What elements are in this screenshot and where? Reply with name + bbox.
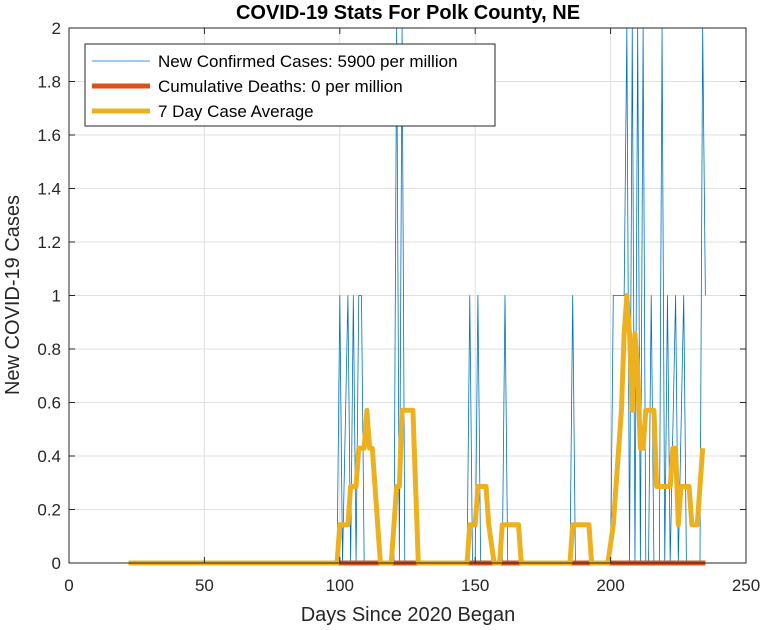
y-tick-label: 2 bbox=[52, 19, 61, 38]
legend: New Confirmed Cases: 5900 per million Cum… bbox=[84, 43, 496, 127]
legend-entry-3: 7 Day Case Average bbox=[158, 102, 314, 121]
x-axis-label: Days Since 2020 Began bbox=[301, 604, 516, 626]
x-tick-label: 250 bbox=[732, 576, 760, 595]
y-tick-label: 1.8 bbox=[37, 73, 61, 92]
chart-title: COVID-19 Stats For Polk County, NE bbox=[236, 2, 580, 24]
series-line-3 bbox=[128, 293, 706, 566]
x-tick-label: 50 bbox=[195, 576, 214, 595]
y-axis-label: New COVID-19 Cases bbox=[2, 195, 24, 395]
x-tick-label: 0 bbox=[64, 576, 73, 595]
y-tick-label: 1 bbox=[52, 287, 61, 306]
y-axis: 0 0.2 0.4 0.6 0.8 1 1.2 1.4 1.6 1.8 2 bbox=[37, 19, 746, 573]
y-tick-label: 1.2 bbox=[37, 233, 61, 252]
x-tick-label: 150 bbox=[461, 576, 489, 595]
x-axis: 0 50 100 150 200 250 bbox=[64, 28, 760, 595]
x-tick-label: 100 bbox=[326, 576, 354, 595]
y-tick-label: 1.4 bbox=[37, 180, 61, 199]
series-line-1 bbox=[128, 27, 706, 564]
y-tick-label: 0.2 bbox=[37, 501, 61, 520]
legend-entry-2: Cumulative Deaths: 0 per million bbox=[158, 77, 403, 96]
y-tick-label: 0.6 bbox=[37, 394, 61, 413]
x-tick-label: 200 bbox=[596, 576, 624, 595]
y-tick-label: 0.4 bbox=[37, 447, 61, 466]
y-tick-label: 1.6 bbox=[37, 126, 61, 145]
legend-box bbox=[84, 43, 496, 127]
legend-entry-1: New Confirmed Cases: 5900 per million bbox=[158, 52, 458, 71]
y-tick-label: 0.8 bbox=[37, 340, 61, 359]
y-tick-label: 0 bbox=[52, 554, 61, 573]
